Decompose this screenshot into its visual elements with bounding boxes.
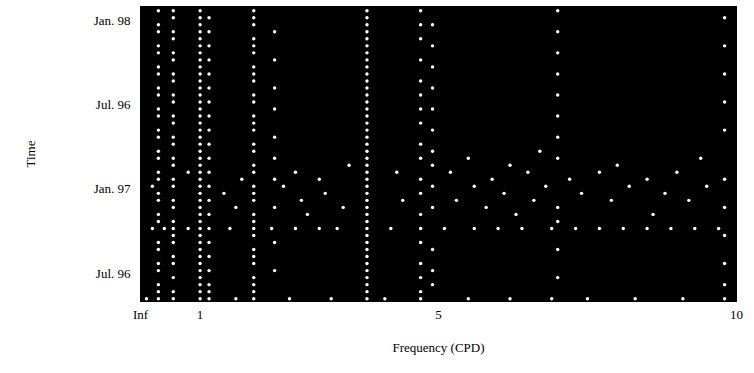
svg-text:Jul. 96: Jul. 96	[96, 266, 131, 281]
svg-text:Jan. 97: Jan. 97	[94, 181, 131, 196]
svg-text:5: 5	[435, 307, 442, 322]
svg-text:Jan. 98: Jan. 98	[94, 13, 131, 28]
svg-text:Frequency (CPD): Frequency (CPD)	[392, 340, 484, 355]
svg-text:10: 10	[730, 307, 743, 322]
svg-text:Jul. 96: Jul. 96	[96, 97, 131, 112]
svg-text:Inf: Inf	[133, 307, 149, 322]
svg-text:Time: Time	[23, 140, 38, 167]
svg-text:1: 1	[197, 307, 204, 322]
